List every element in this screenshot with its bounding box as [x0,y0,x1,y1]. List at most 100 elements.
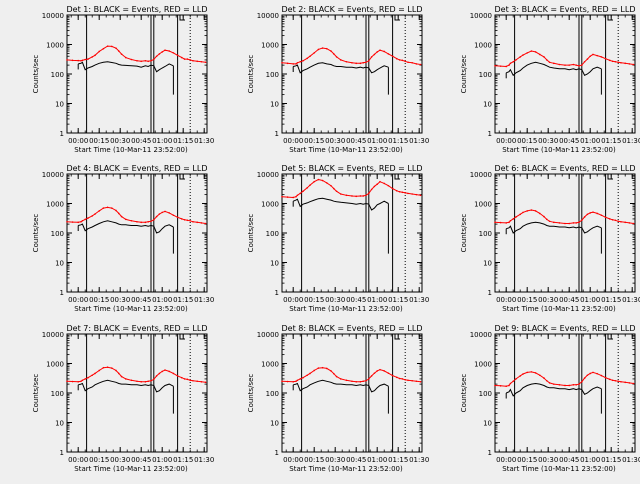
x-tick-label: 00:15 [304,137,324,145]
y-tick-label: 1000 [46,201,64,209]
lld-point [539,212,541,215]
x-tick-label: 00:45 [346,296,366,304]
x-tick-label: 00:00 [496,137,516,145]
lld-point [548,61,551,64]
lld-point [204,381,207,384]
x-tick-label: 00:30 [538,456,558,464]
lld-point [130,58,133,61]
x-tick-label: 01:15 [388,296,408,304]
y-tick-label: 100 [51,390,64,398]
lld-point [196,60,198,63]
lld-point [614,219,617,222]
corner-marker [394,15,400,21]
lld-point [183,219,186,221]
lld-point [548,220,551,223]
lld-point [81,59,84,62]
lld-point [326,182,328,184]
lld-point [91,215,93,217]
lld-point [546,59,548,61]
lld-point [359,380,362,383]
x-tick-label: 01:30 [409,296,429,304]
x-tick-label: 01:15 [601,296,621,304]
events-series-line [506,382,602,397]
lld-point [515,59,517,61]
lld-point [87,376,89,379]
lld-point [192,220,194,223]
lld-point [302,60,304,62]
lld-point [499,385,502,387]
lld-point [530,371,533,373]
lld-point [401,378,404,380]
lld-point [387,184,390,187]
lld-point [583,216,586,218]
lld-point [575,64,577,66]
lld-point [200,222,203,224]
lld-point [373,53,376,56]
x-tick-label: 01:15 [388,456,408,464]
lld-point [292,196,295,199]
x-axis-label: Start Time (10-Mar-11 23:52:00) [289,146,403,154]
lld-point [306,374,309,377]
x-tick-label: 00:00 [68,456,88,464]
lld-point [568,222,570,225]
lld-point [583,377,586,379]
lld-point [286,380,289,383]
lld-point [98,50,100,53]
x-axis-label: Start Time (10-Mar-11 23:52:00) [289,465,403,473]
lld-point [340,193,342,195]
lld-point [296,379,299,382]
y-tick-label: 10 [483,101,492,109]
x-axis-label: Start Time (10-Mar-11 23:52:00) [74,146,188,154]
x-tick-label: 01:15 [601,456,621,464]
lld-point [404,60,407,63]
x-tick-label: 00:30 [110,296,130,304]
y-tick-label: 100 [479,390,492,398]
x-tick-label: 01:30 [409,137,429,145]
lld-point [326,47,328,50]
lld-point [309,55,311,58]
y-axis-label: Counts/sec [460,374,468,413]
lld-point [407,192,409,195]
y-tick-label: 1 [275,289,279,297]
panel-title: Det 9: BLACK = Events, RED = LLD [495,324,636,333]
corner-marker [607,15,613,21]
lld-point [192,379,194,382]
lld-point [125,56,127,59]
x-tick-label: 01:30 [622,137,640,145]
x-tick-label: 01:00 [152,456,172,464]
lld-point [592,211,594,213]
x-tick-label: 01:15 [388,137,408,145]
y-tick-label: 10000 [257,12,279,20]
y-tick-label: 10000 [470,12,492,20]
lld-point [581,64,583,66]
lld-point [172,52,175,54]
lld-point [153,58,155,61]
lld-point [286,62,289,65]
y-axis-label: Counts/sec [32,214,40,253]
x-tick-label: 01:00 [152,296,172,304]
lld-point [373,372,376,374]
lld-point [526,52,528,54]
lld-point [368,378,370,380]
x-tick-label: 01:30 [194,456,214,464]
x-tick-label: 00:30 [538,296,558,304]
lld-point [604,216,607,219]
lld-point [161,370,163,373]
lld-point [71,59,74,62]
lld-point [186,378,189,381]
corner-marker [179,334,185,340]
events-series-line [293,197,389,211]
y-tick-label: 1000 [261,42,279,50]
lld-point [512,60,514,63]
lld-point [111,45,113,48]
lld-point [155,375,158,377]
lld-point [383,50,386,53]
lld-point [176,216,179,219]
lld-point [158,372,161,375]
x-tick-label: 00:15 [304,296,324,304]
lld-point [186,219,189,222]
lld-point [589,212,591,214]
lld-point [379,180,381,183]
lld-point [572,222,575,224]
lld-point [564,64,566,66]
